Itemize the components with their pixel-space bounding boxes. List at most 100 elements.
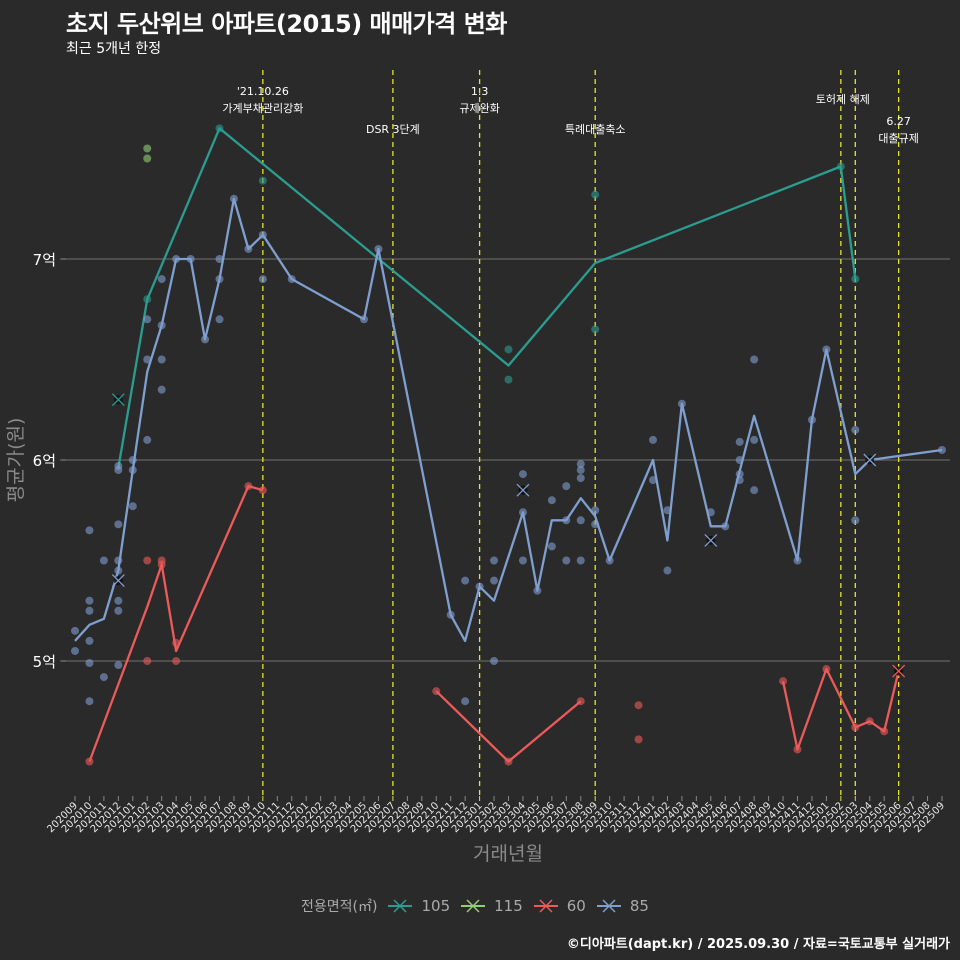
data-point-105: [258, 176, 267, 185]
legend-label-85: 85: [629, 897, 649, 915]
data-point-85: [157, 385, 166, 394]
data-point-85: [71, 646, 79, 655]
data-point-85: [851, 516, 860, 525]
data-point-85: [938, 445, 946, 454]
data-point-85: [143, 435, 152, 444]
series-line-60: [88, 484, 264, 762]
marker-x-85: [516, 483, 530, 497]
data-point-85: [229, 194, 238, 203]
data-point-85: [360, 315, 368, 324]
data-point-85: [576, 466, 585, 475]
data-point-85: [547, 542, 556, 551]
data-point-105: [504, 375, 513, 384]
source-credit: ©디아파트(dapt.kr) / 2025.09.30 / 자료=국토교통부 실…: [566, 937, 950, 952]
data-point-115: [143, 154, 152, 163]
data-point-85: [735, 437, 744, 446]
legend-item-60[interactable]: 60: [533, 897, 586, 915]
data-point-85: [186, 255, 195, 263]
data-point-60: [851, 723, 860, 732]
data-point-85: [85, 636, 94, 645]
event-label: 특례대출축소: [565, 123, 626, 136]
data-point-85: [215, 255, 224, 263]
data-point-85: [475, 582, 484, 591]
data-point-115: [143, 144, 152, 153]
event-label: 대출규제: [878, 132, 918, 145]
event-label: 6.27: [886, 115, 911, 128]
data-point-85: [114, 462, 123, 471]
data-point-85: [518, 508, 527, 517]
data-point-60: [143, 556, 152, 565]
data-point-85: [576, 556, 585, 565]
data-point-60: [793, 745, 802, 754]
legend-item-85[interactable]: 85: [596, 897, 649, 915]
data-point-85: [128, 466, 137, 475]
legend-key-85-icon: [596, 899, 621, 913]
legend-key-105-icon: [388, 899, 413, 913]
data-point-85: [576, 474, 585, 483]
data-point-85: [576, 460, 585, 469]
data-point-85: [157, 355, 166, 364]
series-85: [71, 194, 946, 706]
data-point-85: [562, 516, 571, 525]
event-label: 토허제 해제: [816, 92, 870, 106]
data-point-85: [490, 657, 499, 665]
data-point-60: [865, 717, 874, 726]
y-tick-label: 7억: [33, 251, 56, 269]
legend-key-115-icon: [461, 899, 486, 913]
data-point-105: [504, 345, 513, 354]
data-point-85: [143, 315, 152, 324]
data-point-85: [114, 606, 123, 615]
data-point-85: [99, 673, 108, 682]
data-point-85: [735, 476, 744, 485]
x-axis: 2020092020102020112020122021012021022021…: [45, 796, 947, 835]
legend-title: 전용면적(㎡): [301, 899, 378, 915]
data-point-85: [374, 244, 383, 253]
series-115: [143, 144, 152, 163]
data-point-85: [215, 315, 224, 324]
data-point-85: [85, 606, 94, 615]
data-point-105: [591, 325, 600, 334]
legend-label-105: 105: [421, 897, 451, 915]
x-axis-label: 거래년월: [473, 843, 543, 865]
data-point-85: [85, 526, 94, 535]
data-point-85: [114, 661, 123, 670]
legend-label-115: 115: [494, 897, 523, 915]
data-point-105: [143, 295, 152, 304]
data-point-85: [85, 697, 94, 706]
data-point-85: [172, 255, 181, 263]
data-point-60: [143, 657, 152, 665]
data-point-85: [735, 470, 744, 479]
data-point-85: [591, 506, 600, 515]
data-point-85: [258, 230, 267, 239]
chart-canvas: 5억 6억 7억 '21.10.26 가계부채관리강화 DSR 3단계 1.3 규제완화특례…: [5, 70, 950, 865]
legend-label-60: 60: [566, 897, 586, 915]
event-label: 규제완화: [459, 102, 499, 115]
data-point-85: [706, 508, 715, 517]
data-point-85: [663, 506, 672, 515]
data-point-85: [750, 486, 759, 495]
legend: 전용면적(㎡) 105 115 60 85: [0, 896, 960, 916]
data-point-60: [779, 677, 788, 686]
data-point-85: [562, 482, 571, 491]
data-point-85: [71, 626, 79, 635]
data-point-85: [490, 576, 499, 585]
data-point-85: [576, 516, 585, 525]
data-point-85: [490, 556, 499, 565]
event-label: DSR 3단계: [366, 123, 420, 136]
data-point-60: [244, 482, 253, 491]
marker-x-105: [111, 393, 125, 407]
data-point-60: [504, 757, 513, 766]
data-point-85: [562, 556, 571, 565]
legend-item-105[interactable]: 105: [387, 897, 450, 915]
data-point-60: [634, 735, 643, 744]
data-point-85: [201, 335, 210, 344]
data-point-85: [822, 345, 831, 354]
data-point-85: [128, 502, 137, 511]
series-group: [71, 124, 946, 766]
data-point-85: [128, 456, 137, 464]
data-point-85: [851, 425, 860, 434]
marker-x-85: [704, 533, 718, 547]
legend-item-115[interactable]: 115: [460, 897, 523, 915]
data-point-60: [85, 757, 94, 766]
data-point-85: [99, 556, 108, 565]
